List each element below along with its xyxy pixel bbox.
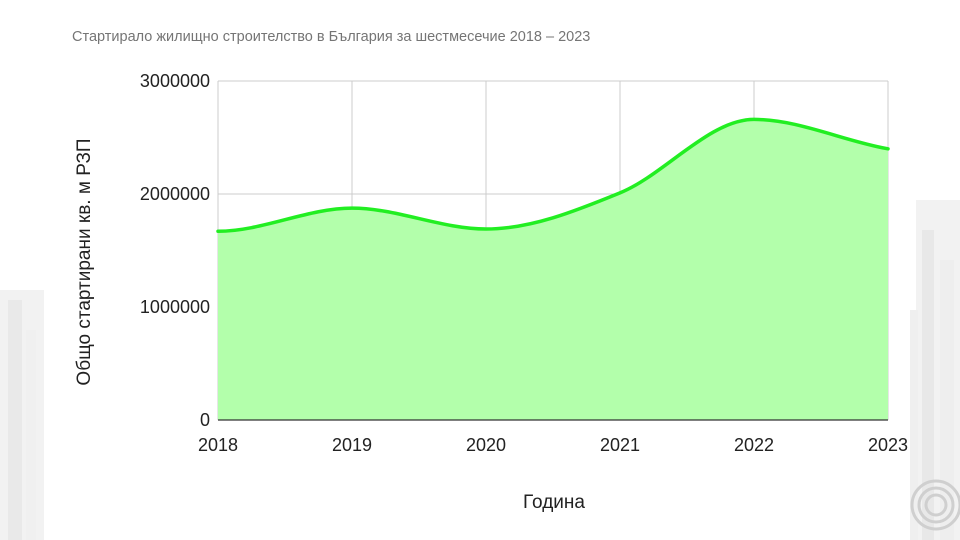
x-tick-labels: 2018 2019 2020 2021 2022 2023 (198, 435, 908, 455)
series-line (216, 117, 890, 234)
y-axis-label: Общо стартирани кв. м РЗП (74, 138, 95, 385)
area-fill (218, 119, 888, 421)
y-tick-label: 2000000 (140, 184, 210, 204)
x-tick-label: 2020 (466, 435, 506, 455)
x-tick-label: 2018 (198, 435, 238, 455)
y-tick-label: 3000000 (140, 71, 210, 91)
y-tick-label: 1000000 (140, 297, 210, 317)
chart-title: Стартирало жилищно строителство в Българ… (72, 29, 591, 45)
x-tick-label: 2023 (868, 435, 908, 455)
circle-logo-icon (910, 479, 960, 531)
x-axis-label: Година (523, 492, 585, 513)
x-tick-label: 2022 (734, 435, 774, 455)
y-tick-labels: 0 1000000 2000000 3000000 (140, 71, 210, 430)
x-tick-label: 2021 (600, 435, 640, 455)
y-tick-label: 0 (200, 410, 210, 430)
x-tick-label: 2019 (332, 435, 372, 455)
